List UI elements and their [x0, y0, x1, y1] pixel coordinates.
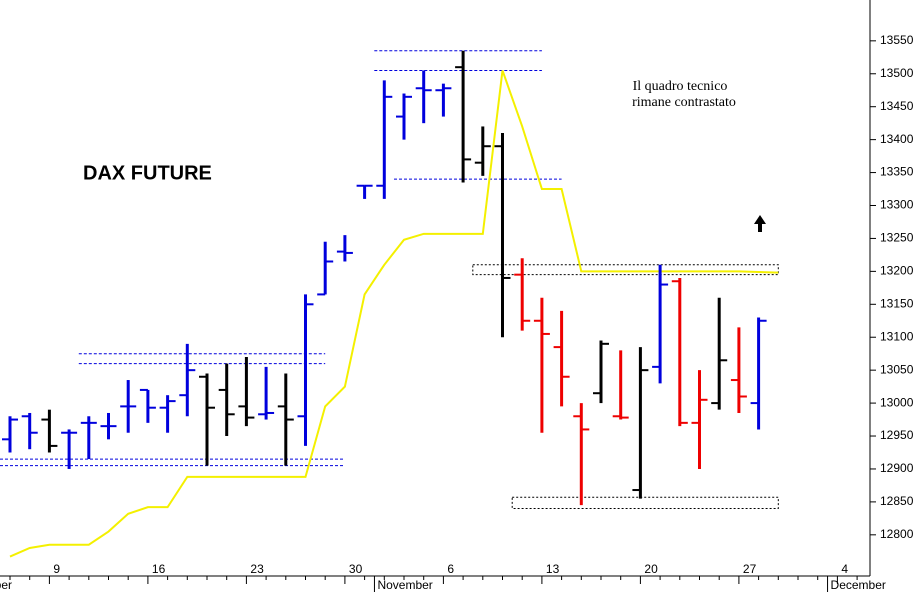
y-tick-label: 13000 — [880, 395, 914, 409]
y-tick-label: 13200 — [880, 264, 914, 278]
y-tick-label: 13550 — [880, 33, 914, 47]
y-tick-label: 13100 — [880, 329, 914, 343]
y-tick-label: 13500 — [880, 66, 914, 80]
zone — [511, 496, 779, 509]
x-tick-label: 30 — [349, 562, 363, 576]
y-tick-label: 13150 — [880, 296, 914, 310]
zone — [472, 264, 779, 276]
x-tick-label: 6 — [447, 562, 454, 576]
arrow-up — [754, 215, 766, 232]
y-tick-label: 12950 — [880, 428, 914, 442]
annotation: rimane contrastato — [632, 95, 736, 110]
y-tick-label: 13300 — [880, 198, 914, 212]
indicator-line — [9, 70, 779, 558]
x-tick-label: 20 — [644, 562, 658, 576]
y-tick-label: 13400 — [880, 132, 914, 146]
y-tick-label: 13450 — [880, 99, 914, 113]
x-tick-label: 27 — [743, 562, 757, 576]
y-tick-label: 13350 — [880, 165, 914, 179]
y-tick-label: 12850 — [880, 494, 914, 508]
x-tick-label: 9 — [53, 562, 60, 576]
y-tick-label: 13050 — [880, 362, 914, 376]
month-label: December — [831, 578, 886, 592]
annotation: Il quadro tecnico — [633, 79, 728, 94]
x-tick-label: 4 — [841, 562, 848, 576]
y-tick-label: 12800 — [880, 527, 914, 541]
x-tick-label: 13 — [546, 562, 560, 576]
month-label: ber — [0, 578, 12, 592]
month-label: November — [377, 578, 432, 592]
x-tick-label: 23 — [250, 562, 264, 576]
x-tick-label: 16 — [152, 562, 166, 576]
y-tick-label: 12900 — [880, 461, 914, 475]
y-tick-label: 13250 — [880, 231, 914, 245]
chart-title: DAX FUTURE — [83, 162, 212, 184]
